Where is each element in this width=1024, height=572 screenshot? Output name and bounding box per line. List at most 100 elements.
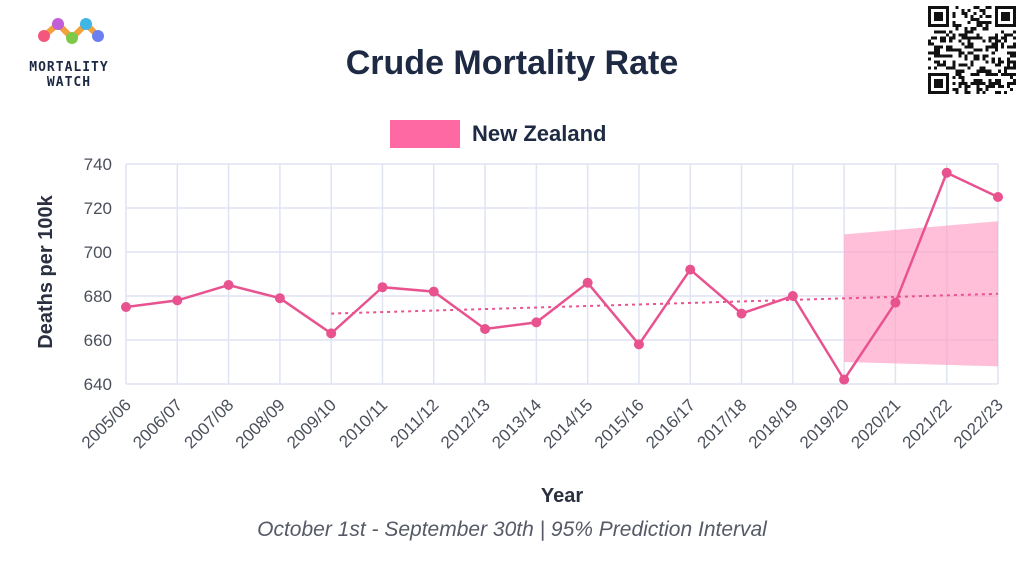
qr-module [943,30,947,34]
qr-module [955,48,959,52]
qr-module [940,45,944,49]
qr-module [970,60,974,64]
qr-module [940,36,944,40]
qr-module [1009,81,1013,85]
x-tick-label: 2017/18 [693,395,750,452]
qr-module [955,69,959,73]
qr-module [997,90,1001,94]
qr-module [988,84,992,88]
qr-module [952,66,956,70]
x-tick-label: 2013/14 [488,395,545,452]
qr-module [934,48,938,52]
x-tick-label: 2007/08 [181,395,238,452]
qr-module [979,24,983,28]
qr-module [979,81,983,85]
qr-module [976,72,980,76]
qr-module [937,60,941,64]
x-tick-label: 2015/16 [591,395,648,452]
qr-module [931,42,935,46]
qr-module [946,66,950,70]
qr-module [1012,78,1016,82]
qr-module [988,78,992,82]
qr-module [949,54,953,58]
qr-module [982,54,986,58]
qr-module [1000,72,1004,76]
qr-module [973,27,977,31]
legend[interactable]: New Zealand [390,120,606,148]
qr-module [964,57,968,61]
qr-module [1006,51,1010,55]
qr-finder-center [1000,12,1010,22]
qr-module [979,66,983,70]
qr-module [937,48,941,52]
qr-module [985,60,989,64]
qr-module [973,36,977,40]
qr-module [955,87,959,91]
qr-module [955,72,959,76]
qr-module [994,48,998,52]
qr-module [1006,84,1010,88]
qr-module [973,81,977,85]
qr-module [1003,66,1007,70]
qr-module [961,42,965,46]
qr-module [937,51,941,55]
qr-module [1009,87,1013,91]
qr-module [973,6,977,10]
qr-module [1012,51,1016,55]
qr-module [955,6,959,10]
qr-module [952,24,956,28]
qr-module [928,57,932,61]
y-tick-label: 640 [84,375,112,394]
qr-module [976,48,980,52]
qr-module [982,66,986,70]
qr-module [961,12,965,16]
qr-module [952,87,956,91]
qr-module [964,84,968,88]
x-tick-label: 2012/13 [437,395,494,452]
qr-module [961,75,965,79]
qr-module [964,54,968,58]
qr-module [991,84,995,88]
qr-module [985,6,989,10]
qr-module [1000,42,1004,46]
qr-module [988,45,992,49]
qr-module [934,51,938,55]
qr-module [967,42,971,46]
qr-module [958,54,962,58]
qr-module [973,57,977,61]
qr-module [958,72,962,76]
qr-module [979,48,983,52]
prediction-interval-band [844,221,998,367]
qr-module [1006,66,1010,70]
qr-module [952,63,956,67]
qr-module [973,18,977,22]
qr-module [952,60,956,64]
qr-module [970,72,974,76]
qr-module [997,81,1001,85]
qr-module [1003,69,1007,73]
y-tick-label: 700 [84,243,112,262]
qr-module [970,45,974,49]
qr-module [964,15,968,19]
qr-module [940,63,944,67]
qr-module [979,21,983,25]
qr-module [964,81,968,85]
x-axis-label: Year [541,485,583,507]
qr-module [964,27,968,31]
data-point [377,282,388,293]
qr-module [988,39,992,43]
qr-module [943,60,947,64]
qr-module [958,51,962,55]
qr-module [973,54,977,58]
qr-module [934,45,938,49]
qr-module [1009,66,1013,70]
qr-module [976,36,980,40]
qr-module [1006,63,1010,67]
qr-module [952,81,956,85]
data-point [172,295,183,306]
qr-module [970,15,974,19]
brand-logo: MORTALITY WATCH [14,14,124,94]
qr-module [1012,54,1016,58]
qr-module [994,63,998,67]
qr-module [961,36,965,40]
